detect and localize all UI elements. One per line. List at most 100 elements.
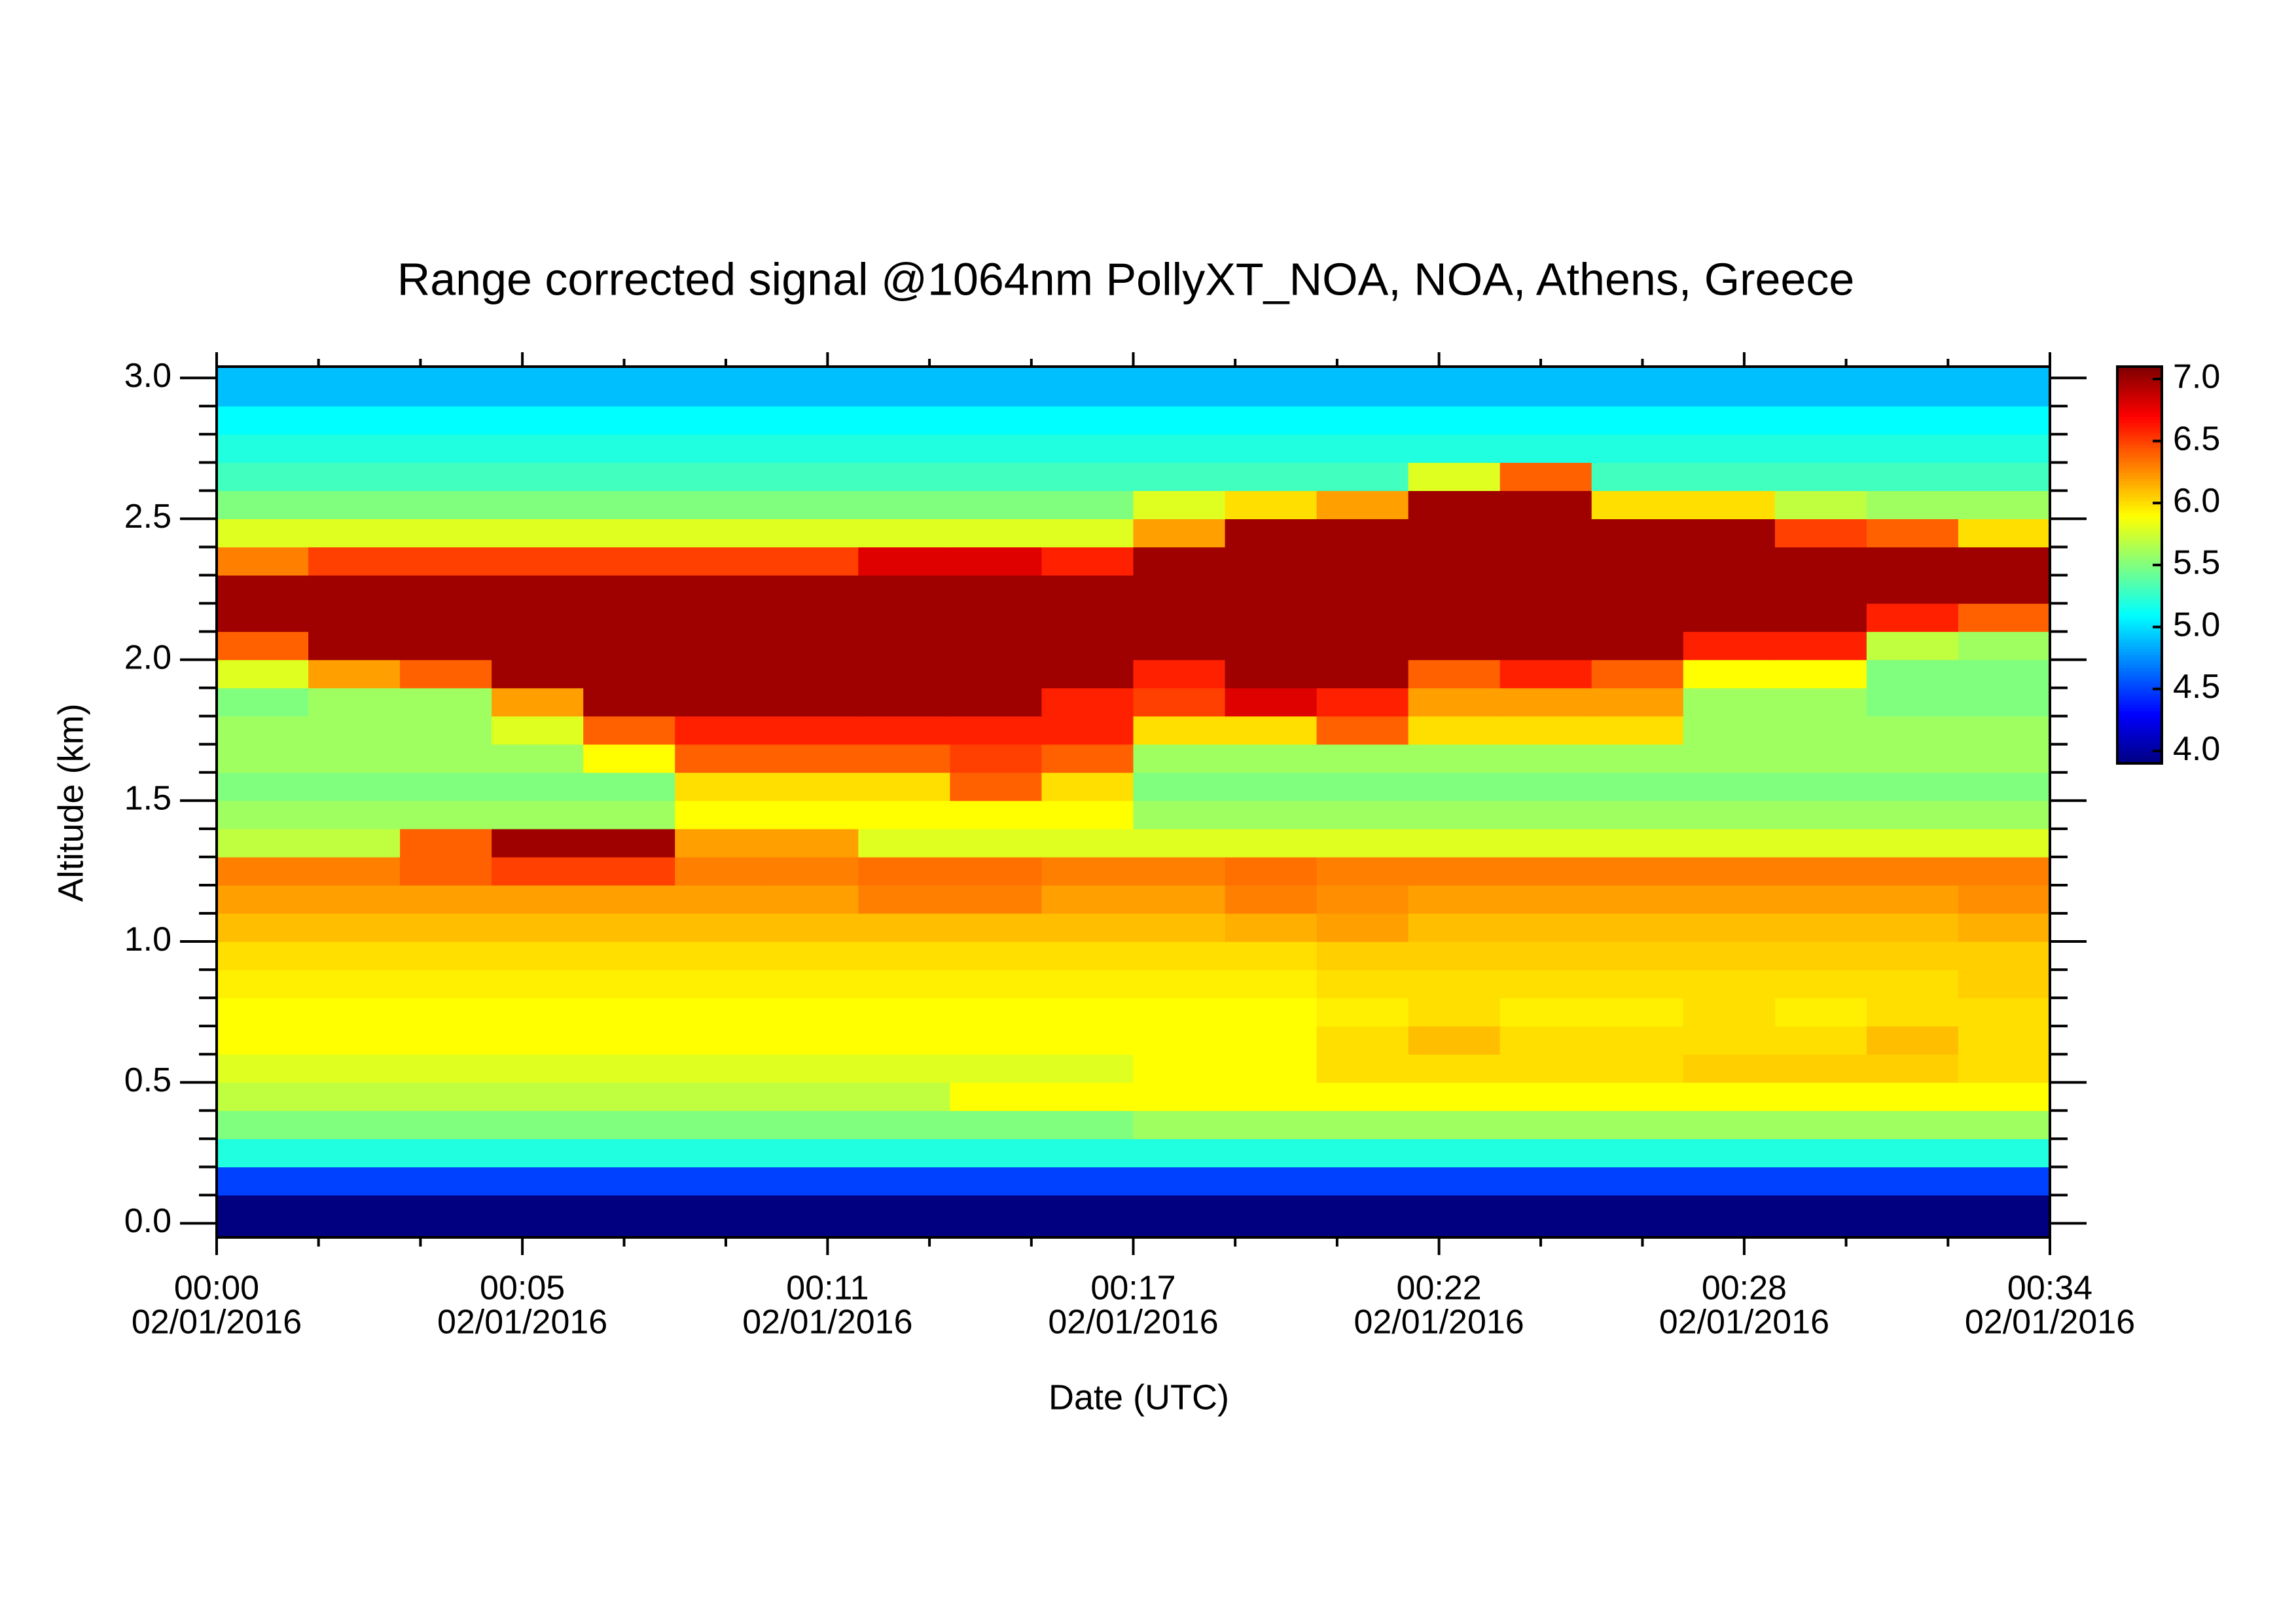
colorbar-tick-label: 6.0 xyxy=(2173,482,2220,520)
colorbar-swatch xyxy=(2117,680,2162,684)
colorbar-swatch xyxy=(2117,512,2162,517)
heatmap-cell xyxy=(492,772,584,801)
heatmap-cell xyxy=(1958,406,2051,435)
heatmap-cell xyxy=(1866,1054,1959,1083)
heatmap-cell xyxy=(217,800,309,830)
heatmap-cell xyxy=(766,1139,859,1167)
heatmap-cell xyxy=(308,884,401,914)
y-tick-label: 0.5 xyxy=(124,1061,171,1099)
heatmap-cell xyxy=(217,490,309,520)
heatmap-cell xyxy=(308,659,401,689)
heatmap-cell xyxy=(1591,631,1684,661)
heatmap-cell xyxy=(1683,1139,1776,1167)
colorbar-swatch xyxy=(2117,648,2162,653)
heatmap-cell xyxy=(1316,1167,1409,1196)
heatmap-cell xyxy=(1499,406,1592,435)
heatmap-cell xyxy=(858,687,950,717)
heatmap-cell xyxy=(1591,998,1684,1027)
colorbar-swatch xyxy=(2117,428,2162,433)
heatmap-cell xyxy=(492,547,584,576)
heatmap-cell xyxy=(308,970,401,998)
heatmap-cell xyxy=(1866,828,1959,858)
heatmap-cell xyxy=(400,1026,492,1055)
heatmap-cell xyxy=(1408,631,1501,661)
heatmap-cell xyxy=(1683,941,1776,970)
heatmap-cell xyxy=(675,1195,767,1238)
colorbar-swatch xyxy=(2117,549,2162,553)
colorbar-swatch xyxy=(2117,692,2162,696)
colorbar-swatch xyxy=(2117,530,2162,535)
heatmap-cell xyxy=(766,490,859,520)
colorbar-swatch xyxy=(2117,732,2162,737)
heatmap-cell xyxy=(1683,367,1776,407)
colorbar-swatch xyxy=(2117,425,2162,429)
heatmap-cell xyxy=(1866,462,1959,491)
x-tick-label: 00:28 xyxy=(1702,1269,1787,1307)
heatmap-cell xyxy=(1958,631,2051,661)
heatmap-cell xyxy=(583,998,675,1027)
heatmap-cell xyxy=(492,1082,584,1111)
x-tick-label: 00:00 xyxy=(174,1269,259,1307)
heatmap-cell xyxy=(858,462,950,491)
colorbar-swatch xyxy=(2117,577,2162,581)
heatmap-cell xyxy=(583,913,675,942)
heatmap-cell xyxy=(1408,744,1501,773)
heatmap-cell xyxy=(1408,490,1501,520)
heatmap-cell xyxy=(308,575,401,604)
heatmap-cell xyxy=(1683,716,1776,745)
colorbar-swatch xyxy=(2117,558,2162,563)
x-tick-label: 00:17 xyxy=(1090,1269,1175,1307)
heatmap-cell xyxy=(1683,490,1776,520)
heatmap-cell xyxy=(766,800,859,830)
heatmap-cell xyxy=(400,1110,492,1139)
heatmap-cell xyxy=(858,1054,950,1083)
colorbar-swatch xyxy=(2117,382,2162,386)
heatmap-cell xyxy=(950,1110,1043,1139)
colorbar-swatch xyxy=(2117,751,2162,755)
colorbar-swatch xyxy=(2117,422,2162,426)
colorbar-swatch xyxy=(2117,741,2162,746)
heatmap-cell xyxy=(492,1026,584,1055)
heatmap-cell xyxy=(1316,434,1409,463)
heatmap-cell xyxy=(1408,575,1501,604)
heatmap-cell xyxy=(950,1054,1043,1083)
heatmap-cell xyxy=(1225,1139,1318,1167)
colorbar-swatch xyxy=(2117,403,2162,408)
heatmap-cell xyxy=(1866,1026,1959,1055)
colorbar-tick-label: 4.5 xyxy=(2173,668,2220,706)
heatmap-cell xyxy=(1316,631,1409,661)
heatmap-cell xyxy=(217,884,309,914)
heatmap-cell xyxy=(1499,462,1592,491)
heatmap-cell xyxy=(1958,716,2051,745)
colorbar-swatch xyxy=(2117,419,2162,424)
heatmap-cell xyxy=(1866,547,1959,576)
heatmap-cell xyxy=(858,547,950,576)
heatmap-cell xyxy=(217,1082,309,1111)
heatmap-cell xyxy=(492,884,584,914)
colorbar-swatch xyxy=(2117,413,2162,417)
heatmap-cell xyxy=(583,1026,675,1055)
heatmap-cell xyxy=(1316,659,1409,689)
heatmap-cell xyxy=(950,1195,1043,1238)
heatmap-cell xyxy=(1683,1054,1776,1083)
colorbar-swatch xyxy=(2117,546,2162,551)
colorbar-tick-label: 7.0 xyxy=(2173,358,2220,396)
x-tick-date: 02/01/2016 xyxy=(1354,1304,1524,1341)
heatmap-cell xyxy=(1041,913,1134,942)
heatmap-cell xyxy=(583,490,675,520)
heatmap-cell xyxy=(583,941,675,970)
heatmap-cell xyxy=(1499,603,1592,632)
heatmap-cell xyxy=(492,800,584,830)
colorbar-swatch xyxy=(2117,518,2162,522)
heatmap-cell xyxy=(400,575,492,604)
heatmap-cell xyxy=(1041,884,1134,914)
heatmap-cell xyxy=(308,744,401,773)
heatmap-cell xyxy=(675,406,767,435)
heatmap-cell xyxy=(1683,1195,1776,1238)
heatmap-cell xyxy=(400,1082,492,1111)
heatmap-cell xyxy=(1133,716,1226,745)
colorbar-swatch xyxy=(2117,450,2162,454)
colorbar-swatch xyxy=(2117,633,2162,637)
colorbar-tick-label: 5.0 xyxy=(2173,606,2220,644)
heatmap-cell xyxy=(1041,1110,1134,1139)
